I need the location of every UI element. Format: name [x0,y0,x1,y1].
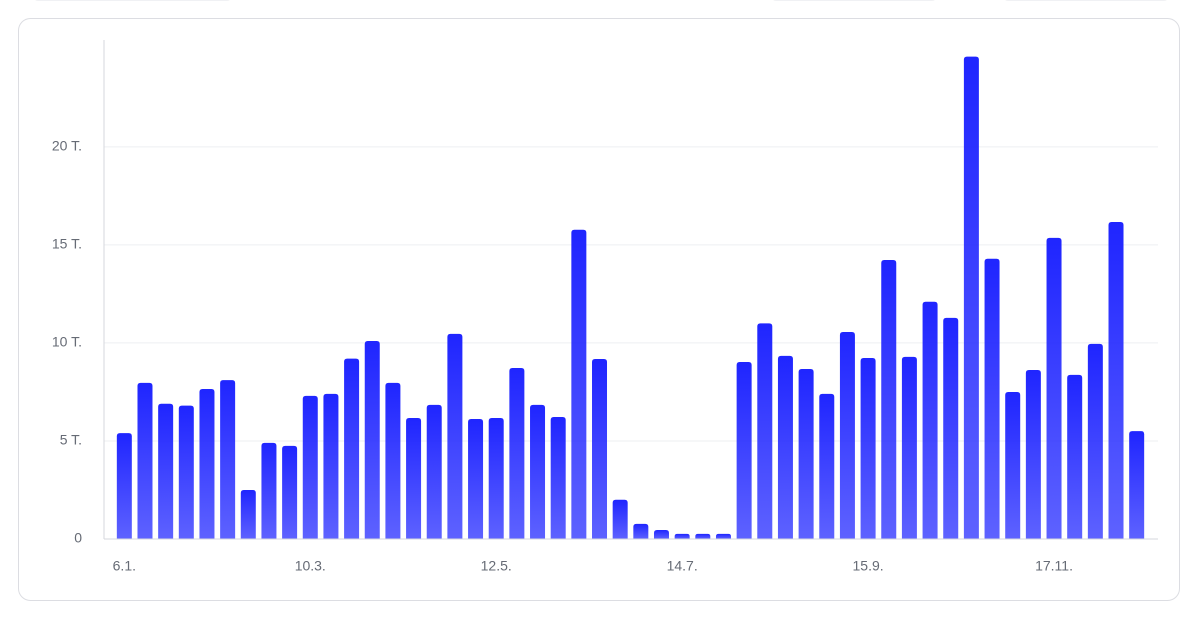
bar [447,333,463,539]
bar [323,393,339,539]
bar [1108,221,1124,540]
bar [571,229,587,540]
bar [881,259,897,539]
bar [406,418,422,539]
bar [468,419,484,539]
bars [116,56,1145,540]
bar [1067,374,1083,539]
bar [612,499,628,539]
bar [757,323,773,539]
x-tick-label: 17.11. [1035,558,1073,574]
bar [674,533,690,539]
bar [137,382,153,539]
x-tick-label: 15.9. [853,558,884,574]
bar [550,417,566,539]
bar [653,529,669,539]
bar [302,395,318,539]
bar [633,523,649,539]
bar [178,405,194,539]
bar [922,301,938,539]
y-tick-label: 10 T. [52,334,82,350]
bar [282,445,298,539]
bar [777,355,793,539]
y-tick-label: 0 [74,530,82,546]
x-tick-label: 12.5. [481,558,512,574]
bar [984,258,1000,539]
bar [1025,369,1041,539]
bar [1129,431,1145,539]
bar [116,433,132,539]
bar [1087,343,1103,539]
bar [220,380,236,539]
bar [530,404,546,539]
x-tick-label: 10.3. [295,558,326,574]
bar [736,361,752,539]
y-tick-label: 15 T. [52,236,82,252]
bar [488,418,504,539]
bar [1046,237,1062,539]
bar [901,356,917,539]
bar [819,393,835,539]
bar [261,442,277,539]
x-tick-label: 6.1. [113,558,136,574]
y-tick-label: 20 T. [52,138,82,154]
bar [715,533,731,539]
bar [695,533,711,539]
bar [798,369,814,539]
bar [943,317,959,539]
bar [1005,391,1021,539]
bar [158,403,174,539]
bar [344,358,360,539]
bar [509,368,525,539]
bar [426,404,442,539]
bar [839,331,855,539]
bar [963,56,979,539]
bar [860,358,876,539]
bar [592,359,608,539]
bar [364,340,380,539]
bar [199,389,215,539]
bar [385,382,401,539]
y-tick-label: 5 T. [60,432,82,448]
bar [240,489,256,539]
x-tick-label: 14.7. [667,558,698,574]
